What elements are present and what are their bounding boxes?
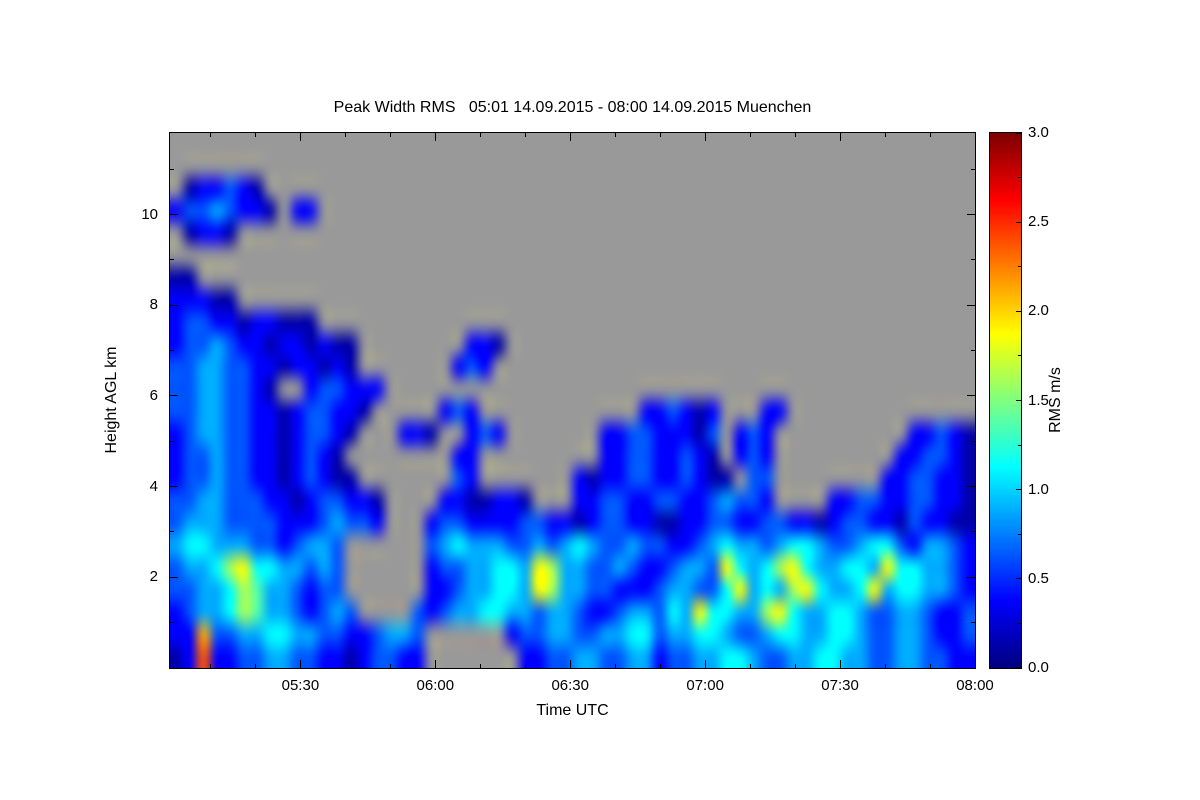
colorbar-tick xyxy=(1016,666,1021,668)
x-major-tick xyxy=(569,660,571,668)
y-minor-tick xyxy=(170,622,174,624)
x-minor-tick xyxy=(749,133,751,137)
x-major-tick xyxy=(704,660,706,668)
x-major-tick xyxy=(839,660,841,668)
x-minor-tick xyxy=(794,133,796,137)
x-minor-tick xyxy=(479,133,481,137)
x-tick-label: 08:00 xyxy=(956,677,994,694)
y-minor-tick xyxy=(170,259,174,261)
x-axis-label: Time UTC xyxy=(536,702,609,719)
y-tick-label: 2 xyxy=(149,568,158,586)
y-tick-label: 10 xyxy=(141,205,158,223)
x-minor-tick xyxy=(209,664,211,668)
y-minor-tick xyxy=(971,168,975,170)
x-major-tick xyxy=(974,660,976,668)
colorbar-tick xyxy=(1016,489,1021,491)
colorbar-minor-tick xyxy=(1018,444,1021,446)
x-minor-tick xyxy=(929,664,931,668)
y-major-tick xyxy=(170,395,178,397)
x-major-tick xyxy=(974,133,976,141)
x-major-tick xyxy=(434,133,436,141)
colorbar-tick xyxy=(1016,310,1021,312)
y-major-tick xyxy=(967,304,975,306)
colorbar-minor-tick xyxy=(1018,533,1021,535)
y-tick-label: 8 xyxy=(149,296,158,314)
plot-area xyxy=(169,132,976,669)
x-minor-tick xyxy=(389,664,391,668)
x-minor-tick xyxy=(659,664,661,668)
y-major-tick xyxy=(967,486,975,488)
colorbar-tick xyxy=(1016,132,1021,134)
colorbar-tick xyxy=(1016,578,1021,580)
x-minor-tick xyxy=(884,664,886,668)
heatmap-canvas xyxy=(170,133,975,668)
x-major-tick xyxy=(839,133,841,141)
colorbar-tick xyxy=(1016,221,1021,223)
x-minor-tick xyxy=(659,133,661,137)
y-minor-tick xyxy=(971,440,975,442)
x-minor-tick xyxy=(389,133,391,137)
y-major-tick xyxy=(170,576,178,578)
x-tick-label: 06:00 xyxy=(416,677,455,694)
x-minor-tick xyxy=(344,664,346,668)
colorbar-tick-label: 2.0 xyxy=(1028,302,1049,320)
colorbar-tick-label: 1.0 xyxy=(1028,480,1049,498)
x-major-tick xyxy=(299,660,301,668)
x-minor-tick xyxy=(794,664,796,668)
y-minor-tick xyxy=(170,440,174,442)
y-major-tick xyxy=(170,304,178,306)
x-major-tick xyxy=(434,660,436,668)
y-minor-tick xyxy=(170,350,174,352)
x-minor-tick xyxy=(749,664,751,668)
x-minor-tick xyxy=(344,133,346,137)
colorbar-minor-tick xyxy=(1018,355,1021,357)
y-minor-tick xyxy=(170,168,174,170)
y-major-tick xyxy=(170,214,178,216)
y-major-tick xyxy=(967,395,975,397)
y-minor-tick xyxy=(971,622,975,624)
chart-title: Peak Width RMS 05:01 14.09.2015 - 08:00 … xyxy=(333,99,812,116)
x-major-tick xyxy=(569,133,571,141)
colorbar-minor-tick xyxy=(1018,266,1021,268)
colorbar-gradient-canvas xyxy=(990,133,1021,668)
y-minor-tick xyxy=(971,259,975,261)
x-minor-tick xyxy=(614,664,616,668)
x-tick-label: 05:30 xyxy=(281,677,320,694)
x-minor-tick xyxy=(209,133,211,137)
colorbar-tick-label: 0.0 xyxy=(1028,659,1049,676)
y-tick-label: 4 xyxy=(149,477,158,495)
x-minor-tick xyxy=(254,133,256,137)
x-tick-label: 07:30 xyxy=(821,677,859,694)
x-minor-tick xyxy=(929,133,931,137)
y-major-tick xyxy=(967,576,975,578)
x-tick-label: 06:30 xyxy=(551,677,589,694)
x-minor-tick xyxy=(614,133,616,137)
colorbar xyxy=(989,132,1022,669)
colorbar-minor-tick xyxy=(1018,177,1021,179)
x-minor-tick xyxy=(524,664,526,668)
x-tick-label: 07:00 xyxy=(686,677,724,694)
y-minor-tick xyxy=(170,531,174,533)
y-tick-label: 6 xyxy=(149,386,158,404)
colorbar-tick-label: 3.0 xyxy=(1028,124,1049,141)
x-minor-tick xyxy=(254,664,256,668)
x-minor-tick xyxy=(479,664,481,668)
colorbar-minor-tick xyxy=(1018,622,1021,624)
colorbar-tick-label: 1.5 xyxy=(1028,391,1049,409)
colorbar-tick-label: 0.5 xyxy=(1028,569,1049,587)
x-major-tick xyxy=(299,133,301,141)
x-major-tick xyxy=(704,133,706,141)
colorbar-tick-label: 2.5 xyxy=(1028,213,1049,231)
colorbar-tick xyxy=(1016,400,1021,401)
y-major-tick xyxy=(967,214,975,216)
x-minor-tick xyxy=(524,133,526,137)
y-minor-tick xyxy=(971,350,975,352)
y-major-tick xyxy=(170,486,178,488)
y-minor-tick xyxy=(971,531,975,533)
x-minor-tick xyxy=(884,133,886,137)
